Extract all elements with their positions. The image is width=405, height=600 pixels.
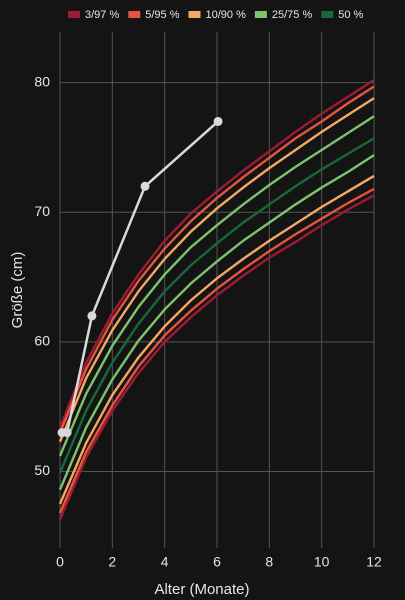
x-tick-label: 6 bbox=[213, 554, 221, 570]
x-tick-label: 4 bbox=[161, 554, 169, 570]
legend-swatch bbox=[188, 11, 201, 18]
percentile-line bbox=[58, 115, 375, 457]
percentile-line bbox=[58, 174, 375, 505]
percentile-line bbox=[58, 194, 375, 520]
y-tick-label: 70 bbox=[34, 203, 50, 219]
x-tick-label: 12 bbox=[366, 554, 382, 570]
legend-label: 3/97 % bbox=[85, 9, 119, 21]
legend-label: 50 % bbox=[338, 9, 363, 21]
measurement-point bbox=[213, 116, 223, 126]
percentile-line bbox=[58, 137, 375, 474]
x-axis-title: Alter (Monate) bbox=[154, 581, 249, 598]
y-axis-title: Größe (cm) bbox=[9, 252, 26, 329]
x-tick-label: 10 bbox=[314, 554, 330, 570]
percentile-line bbox=[58, 78, 375, 428]
x-tick-label: 8 bbox=[265, 554, 273, 570]
legend-label: 10/90 % bbox=[206, 9, 247, 21]
measurement-point bbox=[62, 428, 72, 438]
y-tick-label: 50 bbox=[34, 462, 50, 478]
percentile-line bbox=[58, 97, 375, 443]
x-tick-label: 2 bbox=[108, 554, 116, 570]
percentile-line bbox=[58, 187, 375, 514]
legend-swatch bbox=[128, 11, 141, 18]
legend-label: 25/75 % bbox=[272, 9, 313, 21]
legend-label: 5/95 % bbox=[145, 9, 179, 21]
measurement-point bbox=[87, 311, 97, 321]
percentile-line bbox=[58, 85, 375, 434]
legend-swatch bbox=[321, 11, 334, 18]
y-tick-label: 60 bbox=[34, 333, 50, 349]
measurement-point bbox=[140, 181, 150, 191]
legend-swatch bbox=[68, 11, 80, 18]
x-tick-label: 0 bbox=[56, 554, 64, 570]
legend-swatch bbox=[254, 11, 267, 18]
y-tick-label: 80 bbox=[34, 73, 50, 89]
percentile-line bbox=[58, 154, 375, 491]
